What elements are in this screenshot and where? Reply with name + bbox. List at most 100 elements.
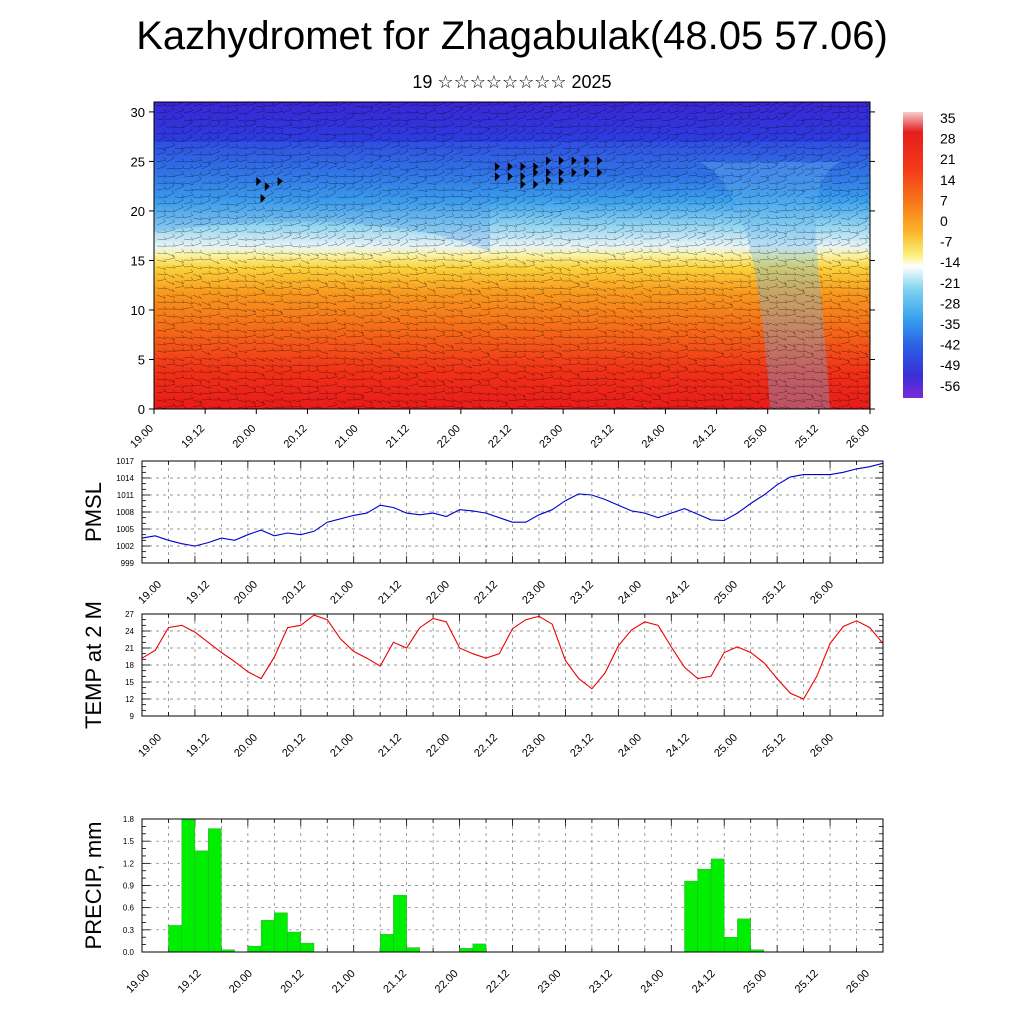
wind-barb [543, 105, 553, 108]
wind-barb [192, 217, 202, 220]
wind-barb [507, 181, 517, 184]
wind-barb [174, 223, 184, 226]
wind-barb-flag [244, 220, 248, 224]
wind-barb-flag [595, 181, 599, 185]
wind-barb-flag [811, 159, 815, 163]
wind-barb-flag [757, 211, 760, 215]
wind-barb-flag [865, 199, 869, 203]
wind-barb [480, 200, 490, 205]
wind-barb-flag [837, 210, 841, 214]
wind-barb-flag [397, 158, 401, 162]
wind-barb [822, 168, 832, 171]
wind-barb [579, 110, 589, 114]
wind-barb-flag [306, 203, 310, 208]
wind-barb [498, 224, 508, 227]
wind-barb [471, 119, 481, 122]
wind-barb-flag [721, 107, 724, 111]
wind-barb-flag [855, 196, 859, 201]
wind-barb-flag [784, 230, 788, 234]
wind-barb [615, 185, 625, 191]
wind-barb [471, 186, 481, 191]
wind-barb [660, 131, 670, 135]
wind-barb-flag [739, 115, 743, 119]
wind-barb-flag [639, 106, 643, 110]
wind-barb-flag [532, 128, 535, 132]
wind-barb-flag [648, 127, 652, 131]
wind-barb [507, 224, 517, 227]
wind-barb-flag [433, 215, 437, 220]
wind-barb-flag [865, 180, 869, 185]
wind-barb [381, 189, 392, 192]
wind-barb-flag [253, 159, 257, 163]
wind-barb [372, 167, 382, 170]
wind-barb [426, 131, 436, 135]
wind-barb-flag [576, 175, 580, 179]
wind-barb-flag [352, 160, 356, 164]
wind-barb-flag [703, 191, 706, 195]
wind-barb [786, 132, 796, 135]
wind-barb-flag [631, 142, 634, 146]
wind-barb-flag [811, 229, 815, 234]
wind-barb-flag [442, 116, 446, 121]
wind-barb [462, 196, 472, 199]
wind-barb [183, 136, 193, 142]
wind-barb-flag [307, 124, 311, 128]
wind-barb-flag [478, 172, 482, 176]
wind-barb-flag [253, 206, 257, 210]
wind-barb [750, 109, 760, 114]
wind-barb [660, 153, 670, 156]
wind-barb [543, 137, 553, 142]
wind-barb [561, 200, 571, 205]
wind-barb [741, 140, 751, 144]
wind-barb-flag [325, 202, 329, 206]
wind-barb-flag [280, 158, 284, 163]
wind-barb [210, 172, 220, 177]
wind-barb-flag [730, 180, 734, 184]
wind-barb [453, 117, 463, 121]
wind-barb-flag [172, 226, 175, 230]
wind-barb [543, 115, 553, 121]
wind-barb-flag [828, 134, 832, 138]
wind-barb-flag [838, 156, 841, 160]
wind-barb-flag [730, 206, 734, 210]
wind-barb-flag [550, 211, 553, 216]
wind-barb-flag [685, 129, 689, 133]
wind-barb [165, 168, 176, 170]
wind-barb-flag [532, 193, 536, 197]
wind-barb [156, 104, 166, 107]
wind-barb [462, 108, 472, 114]
wind-barb [237, 119, 247, 122]
wind-barb-flag [469, 158, 473, 162]
wind-barb [678, 132, 688, 135]
wind-barb [417, 207, 427, 212]
wind-barb [768, 137, 778, 142]
wind-barb [678, 145, 688, 149]
wind-barb [399, 230, 409, 233]
wind-barb [750, 153, 761, 156]
wind-barb [669, 201, 679, 205]
wind-barb [579, 144, 589, 149]
wind-barb [849, 164, 859, 170]
wind-barb-flag [370, 193, 374, 197]
wind-barb [831, 202, 841, 205]
wind-barb-flag [802, 117, 806, 121]
wind-barb-flag [766, 200, 770, 204]
wind-barb-flag [280, 197, 283, 201]
wind-barb-flag [568, 155, 571, 159]
wind-barb [228, 222, 238, 226]
wind-barb-flag [325, 179, 329, 183]
wind-barb [813, 207, 823, 212]
wind-barb-flag [694, 149, 697, 153]
wind-barb-flag [280, 116, 284, 121]
wind-barb-flag [730, 113, 733, 117]
wind-barb [588, 137, 598, 142]
wind-barb [300, 180, 310, 184]
wind-barb-flag [478, 220, 482, 224]
wind-barb-flag [298, 219, 301, 223]
wind-barb [597, 150, 607, 156]
wind-barb [606, 214, 616, 219]
wind-barb-flag [847, 216, 851, 220]
wind-barb [246, 202, 257, 205]
wind-barb-flag [352, 201, 356, 205]
wind-barb [714, 115, 724, 121]
